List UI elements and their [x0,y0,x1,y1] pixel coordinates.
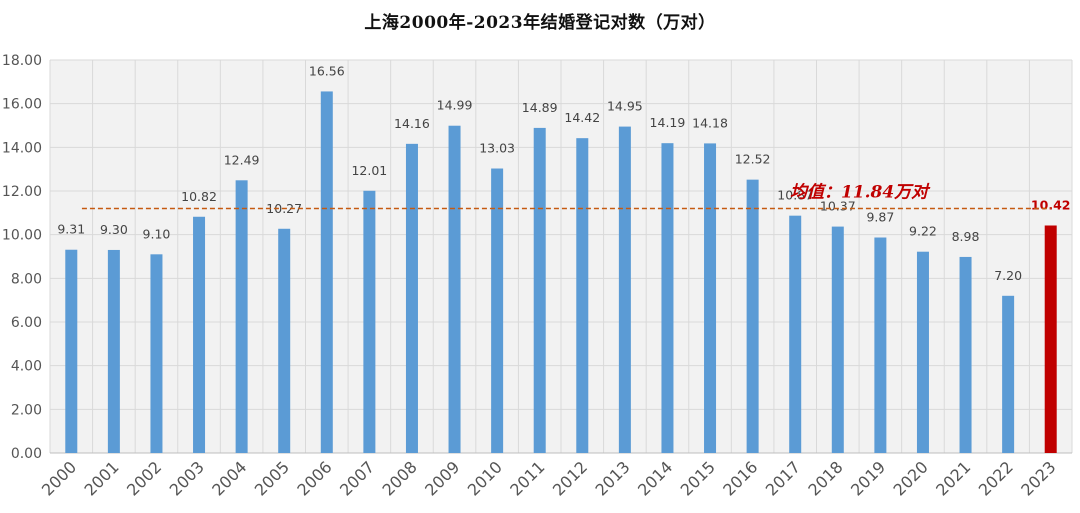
bar-highlight [1044,225,1057,453]
bar [491,168,504,454]
x-tick-label: 2021 [932,457,974,499]
bar [107,249,120,453]
bar [746,179,759,453]
x-tick-label: 2013 [591,457,633,499]
x-tick-label: 2006 [293,457,335,499]
x-tick-label: 2010 [464,457,506,499]
y-tick-label: 16.00 [2,97,42,113]
x-tick-label: 2007 [336,457,378,499]
bar [533,127,546,453]
x-tick-label: 2008 [379,457,421,499]
x-tick-label: 2017 [762,457,804,499]
data-label: 14.89 [522,100,558,115]
bar [1002,295,1015,453]
x-tick-label: 2002 [123,457,165,499]
gridlines [49,59,1073,454]
bar [448,125,461,454]
data-label: 9.22 [909,224,937,239]
bar [874,237,887,453]
y-tick-label: 0.00 [11,446,42,462]
data-label: 10.82 [181,189,217,204]
bars [65,91,1057,454]
y-tick-label: 2.00 [11,402,42,418]
bar [916,251,929,453]
x-tick-label: 2019 [847,457,889,499]
bar [661,143,674,453]
bar [278,228,291,453]
x-tick-label: 2014 [634,457,676,499]
bar [789,215,802,453]
y-tick-label: 10.00 [2,228,42,244]
y-tick-label: 8.00 [11,271,42,287]
bar [576,138,589,453]
data-labels: 9.31 9.30 9.1010.8212.4910.2716.5612.0114.… [57,63,1070,282]
bar [150,254,163,453]
data-label: 14.95 [607,99,643,114]
chart-title: 上海2000年-2023年结婚登记对数（万对） [364,13,716,33]
data-label: 9.30 [100,222,128,237]
bar [363,190,376,453]
data-label: 16.56 [309,63,345,78]
data-label: 14.42 [564,110,600,125]
x-tick-label: 2005 [251,457,293,499]
data-label: 7.20 [994,268,1022,283]
data-label: 9.10 [143,226,171,241]
bar [704,143,717,454]
x-tick-label: 2001 [80,457,122,499]
data-label: 13.03 [479,141,515,156]
bar [320,91,333,453]
data-label: 12.01 [351,163,387,178]
x-tick-label: 2016 [719,457,761,499]
x-tick-label: 2009 [421,457,463,499]
bar [65,249,78,453]
data-label: 10.42 [1031,197,1071,212]
x-tick-label: 2011 [506,457,548,499]
bar [831,226,844,453]
bar [235,180,248,453]
x-tick-label: 2018 [804,457,846,499]
y-tick-label: 6.00 [11,315,42,331]
y-tick-label: 12.00 [2,184,42,200]
data-label: 9.87 [866,210,894,225]
bar [193,216,206,453]
x-tick-label: 2003 [166,457,208,499]
x-tick-label: 2020 [890,457,932,499]
data-label: 10.37 [820,199,856,214]
data-label: 14.18 [692,115,728,130]
x-tick-label: 2004 [208,457,250,499]
y-axis: 0.00 2.00 4.00 6.00 8.00 10.00 12.00 14.00 16.00… [2,53,42,462]
data-label: 14.16 [394,116,430,131]
x-tick-label: 2022 [975,457,1017,499]
x-tick-label: 2012 [549,457,591,499]
data-label: 12.52 [735,152,771,167]
data-label: 12.49 [224,152,260,167]
data-label: 8.98 [952,229,980,244]
y-tick-label: 4.00 [11,359,42,375]
x-tick-label: 2000 [38,457,80,499]
x-tick-label: 2023 [1017,457,1059,499]
data-label: 14.19 [650,115,686,130]
x-axis: 2000 2001 2002 2003 2004 2005 2006 2007 2008 2009… [38,457,1060,499]
y-tick-label: 18.00 [2,53,42,69]
data-label: 14.99 [437,98,473,113]
x-tick-label: 2015 [677,457,719,499]
y-tick-label: 14.00 [2,140,42,156]
bar [618,126,631,453]
data-label: 10.87 [777,188,813,203]
data-label: 9.31 [57,222,85,237]
mean-line-label: 均值：11.84万对 [790,182,931,202]
mean-line-group: 均值：11.84万对 [81,182,1051,210]
bar [959,256,972,453]
bar [405,143,418,453]
